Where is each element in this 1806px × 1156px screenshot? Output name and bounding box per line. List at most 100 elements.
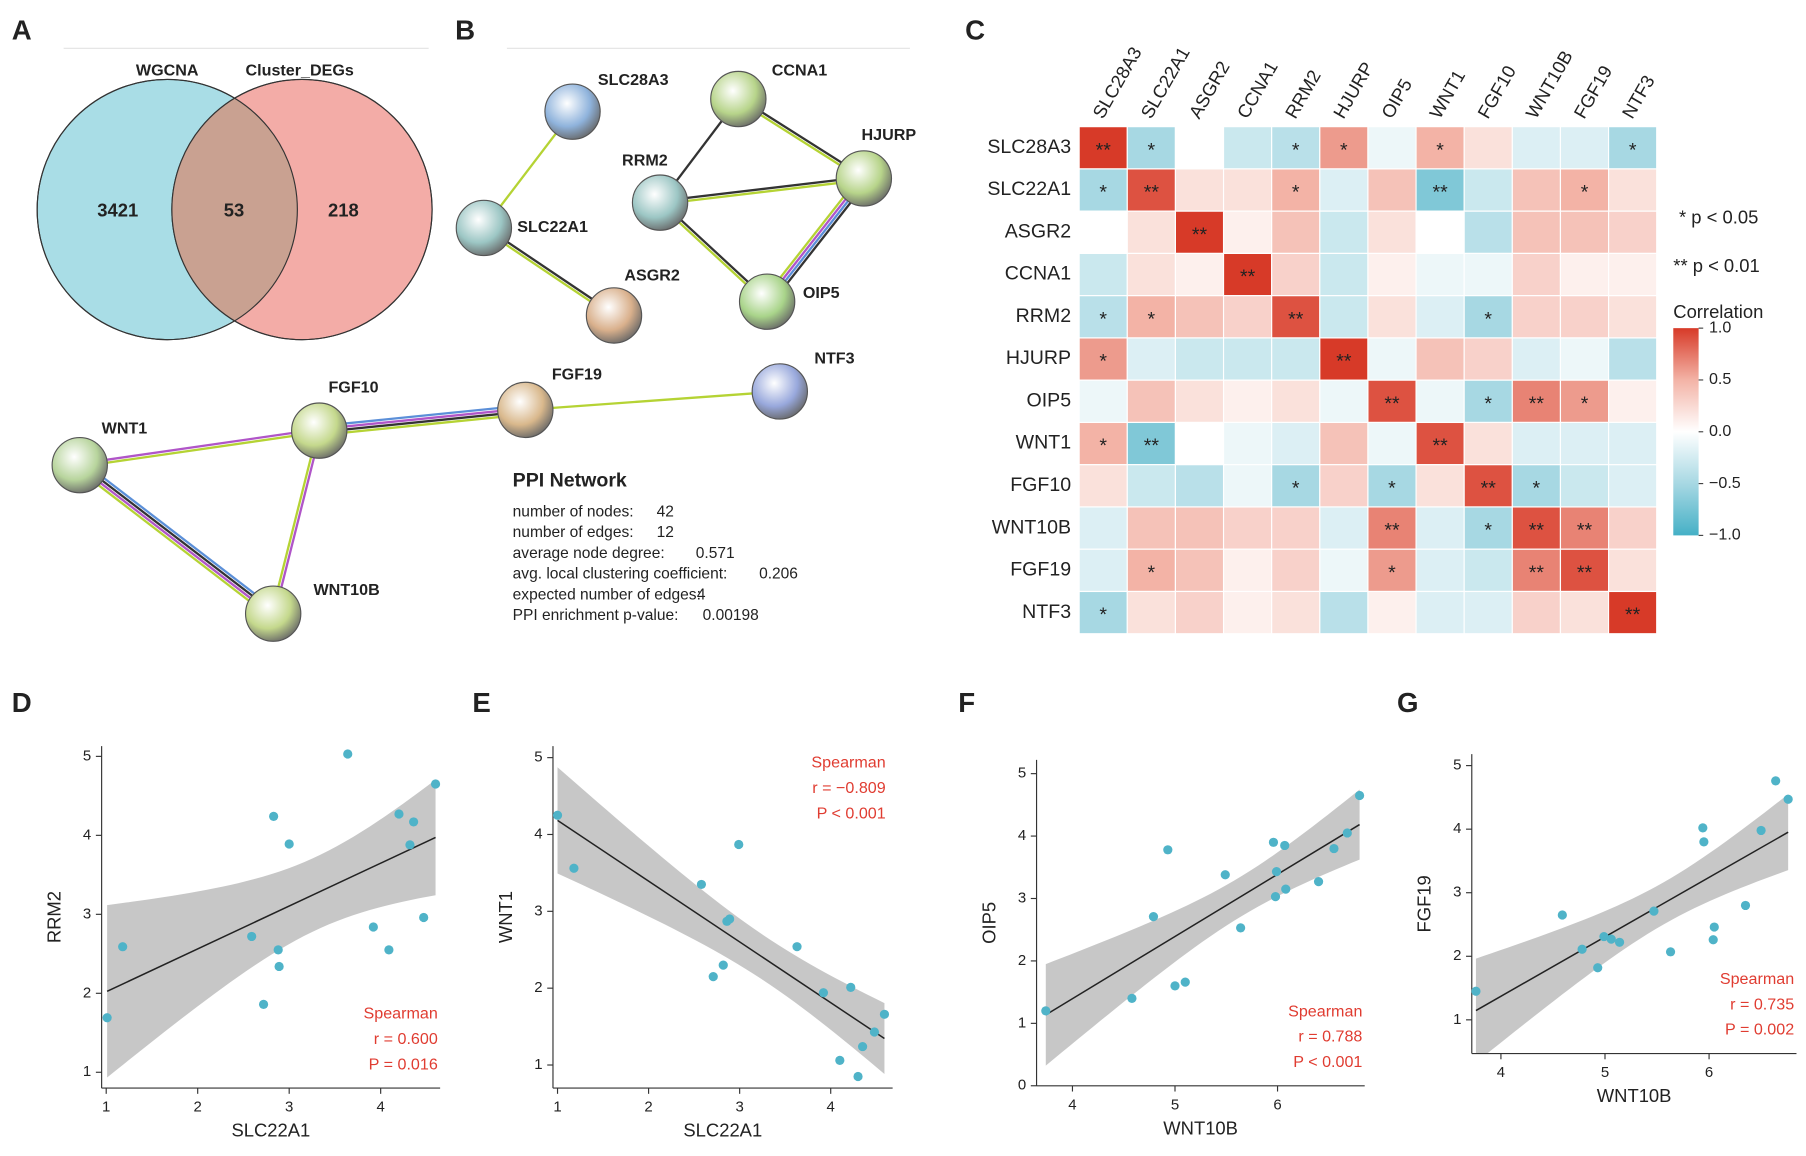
point <box>1771 776 1781 786</box>
point <box>734 839 744 850</box>
y-tick-label: 4 <box>83 826 91 843</box>
x-axis-label: SLC22A1 <box>231 1120 310 1141</box>
cell <box>1463 295 1513 339</box>
cell <box>1367 379 1417 424</box>
node <box>738 273 796 330</box>
point <box>343 749 353 759</box>
panel-label: E <box>472 687 490 718</box>
node-label: SLC28A3 <box>598 71 669 89</box>
cell <box>1174 590 1225 635</box>
significance: * <box>1581 393 1589 415</box>
node <box>835 150 893 207</box>
edge <box>660 178 865 206</box>
significance: ** <box>1144 182 1160 204</box>
point <box>269 811 279 821</box>
significance: * <box>1292 139 1300 161</box>
edge <box>81 460 277 612</box>
edge <box>270 429 319 614</box>
annotation: r = 0.788 <box>1298 1028 1362 1046</box>
colorbar <box>1673 328 1699 536</box>
cell <box>1607 295 1658 339</box>
point <box>792 942 802 952</box>
point <box>1471 986 1481 996</box>
point <box>853 1071 863 1082</box>
cell <box>1319 590 1369 635</box>
cell <box>1174 379 1225 424</box>
significance: ** <box>1577 520 1593 542</box>
point <box>1148 911 1159 922</box>
cell <box>1126 590 1176 635</box>
cell <box>1078 421 1128 466</box>
annotation: Spearman <box>1288 1002 1362 1020</box>
y-axis-label: WNT1 <box>495 891 516 943</box>
node-label: NTF3 <box>814 349 854 367</box>
row-label: FGF19 <box>1010 559 1071 581</box>
colorbar-label: 1.0 <box>1709 318 1731 336</box>
col-label: NTF3 <box>1618 72 1659 122</box>
cell <box>1078 252 1128 297</box>
cell <box>1222 295 1273 339</box>
cell <box>1607 379 1658 424</box>
x-tick-label: 1 <box>553 1099 561 1116</box>
cell <box>1078 464 1128 508</box>
point <box>1649 906 1659 916</box>
point <box>368 922 378 932</box>
cell <box>1222 379 1273 424</box>
point <box>1740 900 1751 911</box>
cell <box>1607 464 1658 508</box>
significance: ** <box>1433 182 1449 204</box>
point <box>118 942 128 952</box>
colorbar-label: −0.5 <box>1709 474 1741 492</box>
node <box>244 585 302 642</box>
colorbar-label: 0.5 <box>1709 370 1731 388</box>
y-tick-label: 1 <box>534 1056 542 1073</box>
y-tick-label: 2 <box>1453 947 1461 964</box>
row-label: HJURP <box>1006 347 1071 369</box>
point <box>552 810 563 820</box>
x-tick-label: 5 <box>1171 1096 1179 1113</box>
edge <box>273 430 322 615</box>
cell <box>1511 126 1562 170</box>
stat-value: 12 <box>657 524 674 541</box>
stat-label: PPI enrichment p-value: <box>513 607 679 624</box>
point <box>1281 884 1291 894</box>
row-label: NTF3 <box>1022 601 1071 623</box>
point <box>384 945 394 955</box>
cell <box>1271 421 1321 466</box>
significance: ** <box>1096 139 1112 161</box>
note: ** p < 0.01 <box>1673 255 1759 276</box>
cell <box>1126 506 1176 550</box>
row-label: ASGR2 <box>1005 220 1071 242</box>
cell <box>1559 337 1610 381</box>
cell <box>1463 337 1513 381</box>
point <box>1163 845 1173 855</box>
point <box>708 972 718 982</box>
node-label: HJURP <box>862 126 917 144</box>
x-axis-label: WNT10B <box>1163 1117 1238 1138</box>
cell <box>1559 295 1610 339</box>
cell <box>1463 252 1513 297</box>
regression-line <box>557 819 885 1040</box>
y-axis-label: OIP5 <box>978 902 999 944</box>
cell <box>1415 252 1465 297</box>
y-tick-label: 0 <box>1018 1077 1026 1094</box>
cell <box>1559 126 1610 170</box>
stat-label: average node degree: <box>513 545 665 562</box>
point <box>274 961 284 972</box>
point <box>718 960 728 970</box>
cell <box>1463 421 1513 466</box>
annotation: P < 0.001 <box>1293 1053 1362 1071</box>
point <box>818 988 829 998</box>
point <box>569 863 579 873</box>
cell <box>1319 379 1369 424</box>
node-label: WNT1 <box>102 420 148 438</box>
y-tick-label: 3 <box>83 905 91 922</box>
cell <box>1463 548 1513 593</box>
cell <box>1463 168 1513 212</box>
col-label: FGF19 <box>1569 62 1616 122</box>
node <box>291 402 348 459</box>
cell <box>1367 168 1417 212</box>
cell <box>1367 337 1417 381</box>
cell <box>1463 126 1513 170</box>
